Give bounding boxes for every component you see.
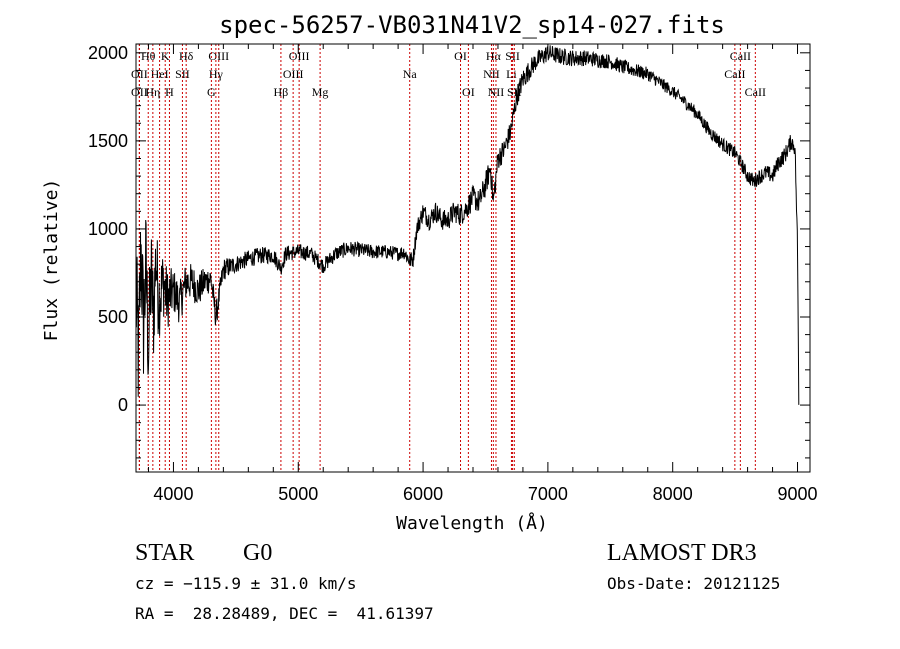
spectral-line-label: Mg xyxy=(312,85,329,99)
spectral-line-label: OII xyxy=(131,85,148,99)
x-axis-label: Wavelength (Å) xyxy=(396,512,548,534)
spectral-line-label: OIII xyxy=(283,67,304,81)
y-axis-label: Flux (relative) xyxy=(41,179,62,342)
spectral-line-label: K xyxy=(161,49,170,63)
spectral-line-label: CaII xyxy=(745,85,766,99)
spectral-line-label: G xyxy=(207,85,216,99)
spectral-line-label: Li xyxy=(506,67,517,81)
x-tick-label: 8000 xyxy=(653,484,693,504)
spectral-line-label: OI xyxy=(454,49,467,63)
spectral-line-label: OIII xyxy=(208,49,229,63)
spectral-line-label: Hδ xyxy=(179,49,194,63)
spectral-line-label: Hθ xyxy=(141,49,156,63)
spectral-line-label: SII xyxy=(175,67,190,81)
y-tick-label: 0 xyxy=(118,395,128,415)
y-tick-label: 2000 xyxy=(88,43,128,63)
spectral-line-label: Hγ xyxy=(209,67,224,81)
y-tick-label: 500 xyxy=(98,307,128,327)
spectral-line-label: Hη xyxy=(145,85,160,99)
y-tick-label: 1000 xyxy=(88,219,128,239)
spectral-line-label: OI xyxy=(462,85,475,99)
spectral-line-label: HeI xyxy=(151,67,169,81)
x-axis-ticks: 4000 5000 6000 7000 8000 9000 xyxy=(147,44,818,504)
chart-title: spec-56257-VB031N41V2_sp14-027.fits xyxy=(219,11,725,39)
spectral-line-label: Hβ xyxy=(274,85,289,99)
subclass-label: G0 xyxy=(243,540,273,566)
spectral-line-label: Na xyxy=(403,67,418,81)
y-axis-ticks: 0 500 1000 1500 2000 xyxy=(88,43,810,459)
x-tick-label: 5000 xyxy=(278,484,318,504)
spectral-line-label: CaII xyxy=(724,67,745,81)
class-label: STAR xyxy=(135,540,195,566)
spectral-line-label: H xyxy=(165,85,174,99)
x-tick-label: 9000 xyxy=(777,484,817,504)
spectral-line-label: Hα xyxy=(486,49,502,63)
spectral-line-label: NII xyxy=(488,85,505,99)
redshift-velocity: cz = −115.9 ± 31.0 km/s xyxy=(135,574,357,593)
observation-date: Obs-Date: 20121125 xyxy=(607,574,781,593)
spectrum-series xyxy=(135,45,800,405)
x-tick-label: 4000 xyxy=(153,484,193,504)
sky-coordinates: RA = 28.28489, DEC = 41.61397 xyxy=(135,604,434,623)
x-tick-label: 7000 xyxy=(528,484,568,504)
survey-label: LAMOST DR3 xyxy=(607,540,757,566)
y-tick-label: 1500 xyxy=(88,131,128,151)
spectral-line-label: NII xyxy=(483,67,500,81)
spectral-line-label: OIII xyxy=(289,49,310,63)
spectrum-line xyxy=(135,45,800,405)
x-tick-label: 6000 xyxy=(403,484,443,504)
spectral-line-label: CaII xyxy=(730,49,751,63)
spectral-line-label: SII xyxy=(505,49,520,63)
